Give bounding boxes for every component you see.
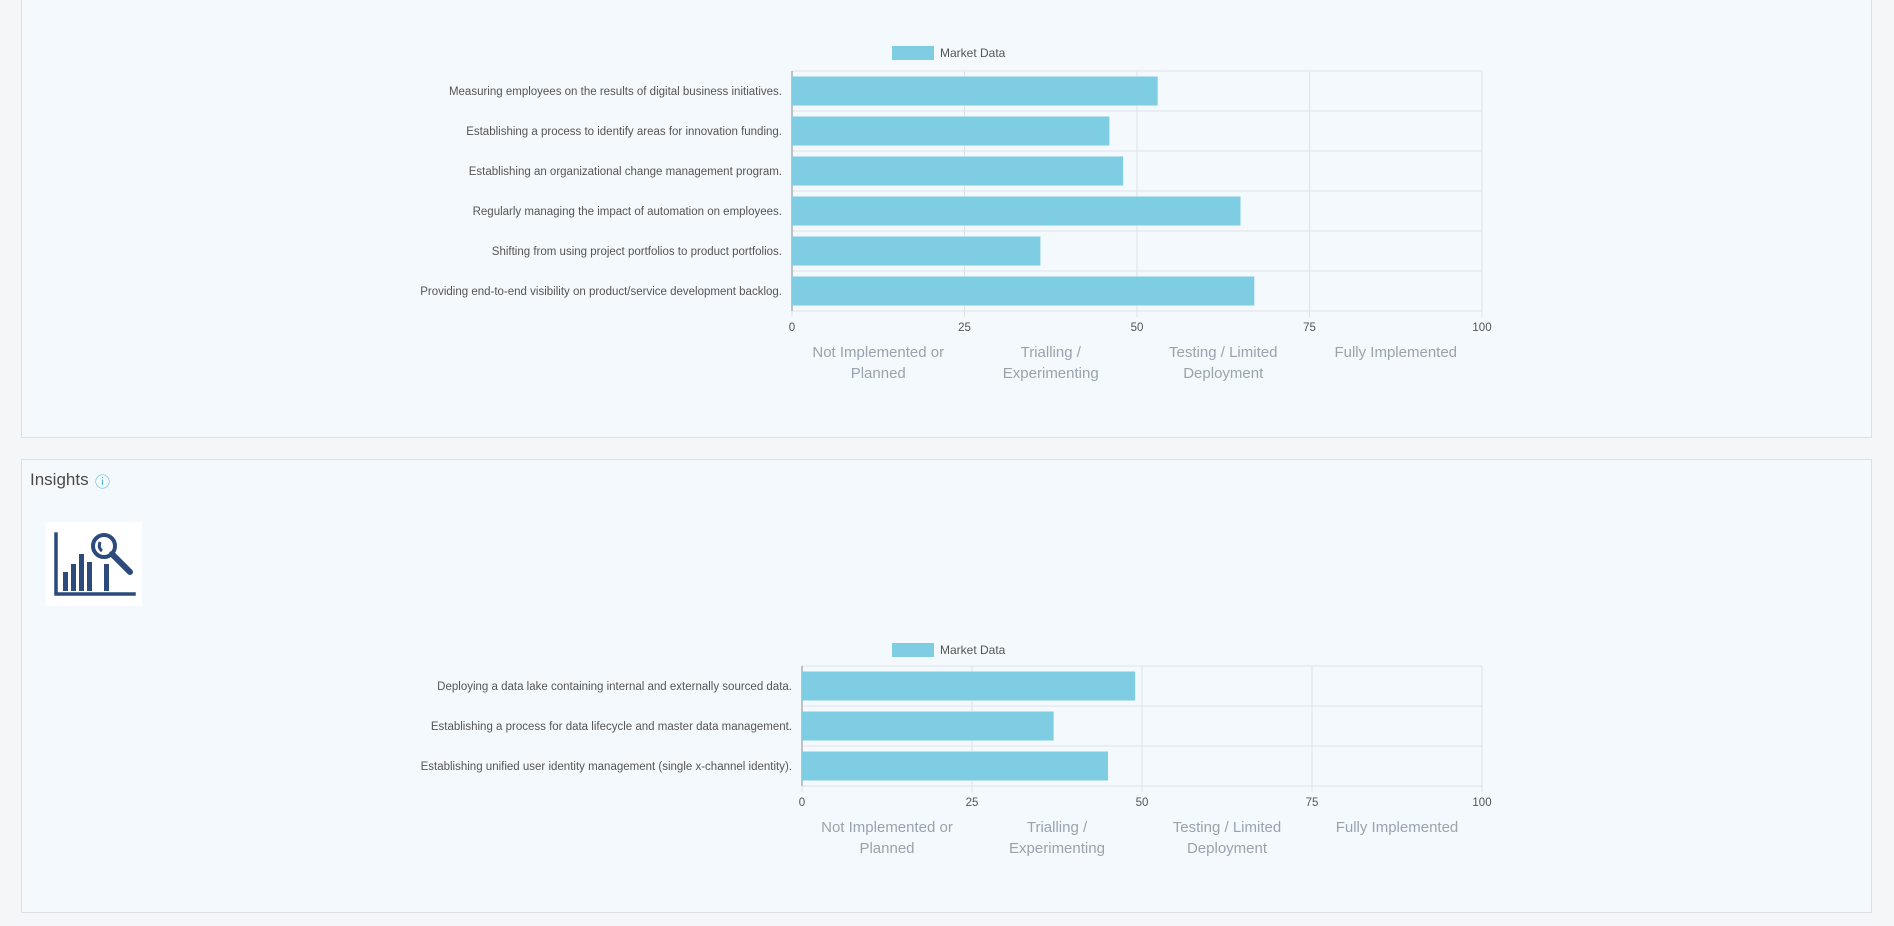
category-label: Establishing an organizational change ma…	[469, 166, 782, 178]
x-tick-label: 50	[1136, 797, 1149, 809]
bar	[792, 196, 1241, 226]
grid	[801, 665, 1483, 787]
category-label: Establishing a process for data lifecycl…	[431, 721, 792, 733]
insights-title: Insights	[30, 470, 89, 489]
band-label-line: Experimenting	[1009, 840, 1105, 857]
x-tick-label: 25	[966, 797, 979, 809]
insights-panel: Insights ⓘ Market Data Deploying a data l…	[21, 459, 1872, 913]
x-tick-label: 50	[1131, 322, 1144, 334]
info-circle-icon[interactable]: ⓘ	[95, 474, 111, 491]
band-label-line	[1317, 838, 1477, 859]
band-label-line: Trialling /	[1026, 819, 1088, 836]
band-label-line: Deployment	[1186, 840, 1268, 857]
band-label: Not Implemented or Planned	[798, 342, 958, 384]
band-label: Fully Implemented	[1317, 817, 1477, 859]
band-label: Trialling / Experimenting	[971, 342, 1131, 384]
category-label: Deploying a data lake containing interna…	[437, 681, 792, 693]
x-tick-label: 100	[1472, 322, 1491, 334]
band-label: Testing / Limited Deployment	[1143, 342, 1303, 384]
band-label: Trialling / Experimenting	[977, 817, 1137, 859]
market-data-panel: Market Data Measuring employees on the re…	[21, 0, 1872, 438]
bar-chart-implementation-status: Market Data Measuring employees on the re…	[420, 46, 1492, 334]
band-label-line: Testing / Limited	[1169, 344, 1278, 361]
bar	[792, 236, 1041, 266]
band-label-line: Fully Implemented	[1334, 344, 1458, 361]
legend-swatch	[892, 46, 934, 60]
band-label-line: Not Implemented or	[821, 819, 953, 836]
bar-chart-data-management: Market Data Deploying a data lake contain…	[421, 643, 1492, 809]
bar	[802, 671, 1136, 701]
legend-label: Market Data	[940, 46, 1006, 60]
band-label-line: Planned	[859, 840, 915, 857]
x-tick-label: 25	[958, 322, 971, 334]
band-label-line: Experimenting	[1002, 365, 1099, 382]
category-label: Providing end-to-end visibility on produ…	[420, 286, 782, 298]
grid	[791, 70, 1483, 312]
band-label-line: Testing / Limited	[1172, 819, 1282, 836]
x-tick-label: 0	[789, 322, 795, 334]
bar	[792, 276, 1255, 306]
band-label-line	[1316, 363, 1476, 384]
category-label: Establishing unified user identity manag…	[421, 761, 792, 773]
bar	[802, 751, 1108, 781]
legend-swatch	[892, 643, 934, 657]
band-label-line: Deployment	[1183, 365, 1264, 382]
x-tick-label: 0	[799, 797, 805, 809]
band-label-line: Not Implemented or	[812, 344, 945, 361]
category-label: Shifting from using project portfolios t…	[492, 246, 782, 258]
category-label: Establishing a process to identify areas…	[466, 126, 782, 138]
bar	[792, 76, 1158, 106]
band-label-line: Trialling /	[1020, 344, 1081, 361]
bar	[792, 116, 1110, 146]
band-label: Not Implemented or Planned	[807, 817, 967, 859]
bar-chart-magnifier-icon	[46, 522, 142, 606]
x-tick-label: 100	[1472, 797, 1491, 809]
band-label: Fully Implemented	[1316, 342, 1476, 384]
category-label: Measuring employees on the results of di…	[449, 86, 782, 98]
x-tick-label: 75	[1303, 322, 1316, 334]
band-label-line: Planned	[850, 365, 906, 382]
legend-label: Market Data	[940, 643, 1006, 657]
bar	[792, 156, 1124, 186]
band-label-line: Fully Implemented	[1335, 819, 1459, 836]
band-label: Testing / Limited Deployment	[1147, 817, 1307, 859]
bar	[802, 711, 1054, 741]
category-label: Regularly managing the impact of automat…	[473, 206, 782, 218]
x-tick-label: 75	[1306, 797, 1319, 809]
